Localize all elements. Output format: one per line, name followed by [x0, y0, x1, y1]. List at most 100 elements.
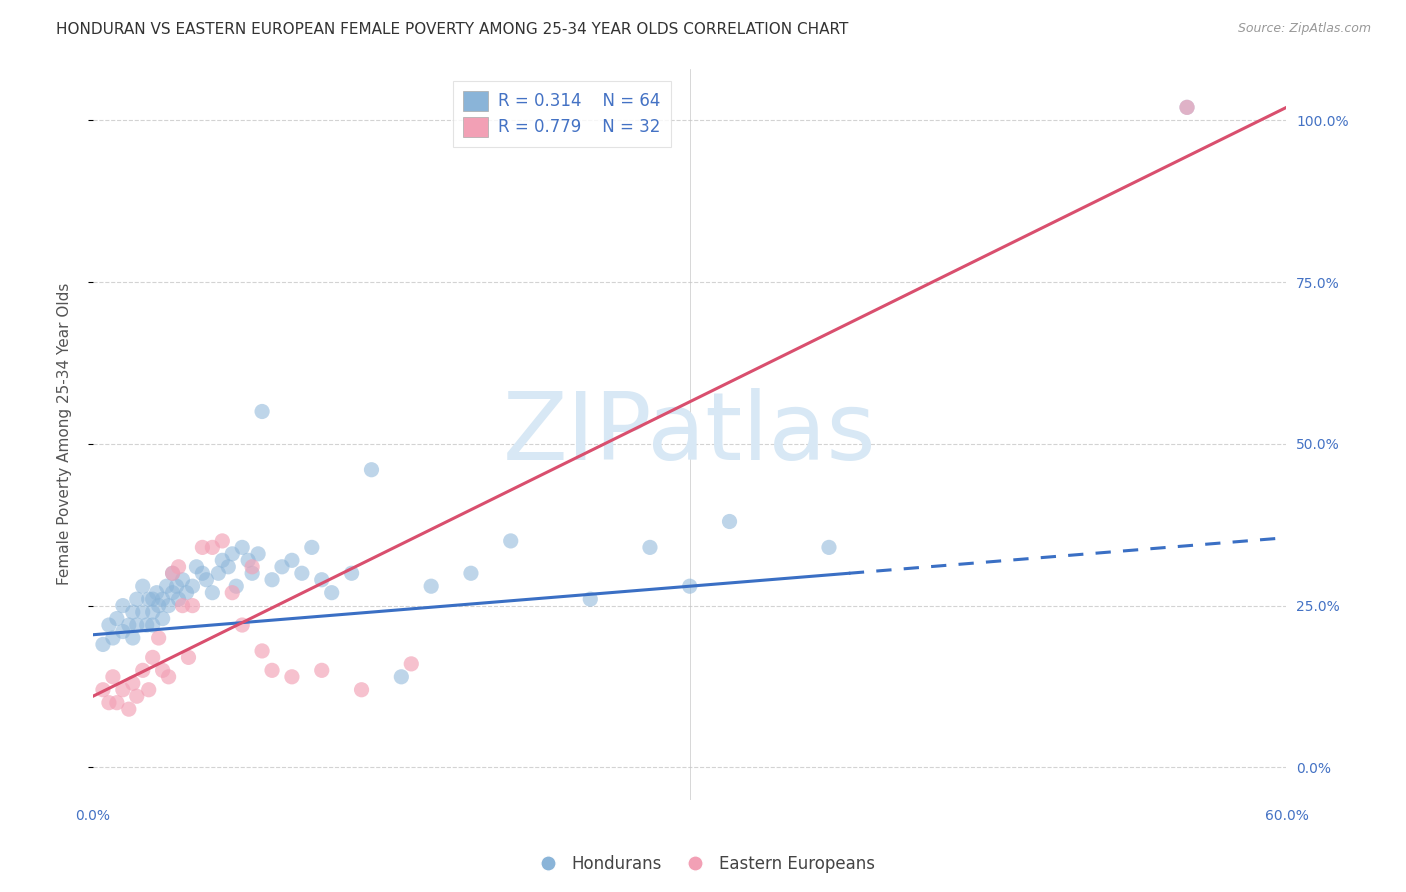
Point [250, 644, 273, 658]
Point [97, 696, 120, 710]
Point [301, 541, 323, 555]
Point [142, 605, 165, 619]
Point [350, 682, 373, 697]
Point [148, 631, 170, 645]
Point [1175, 100, 1198, 114]
Point [152, 611, 174, 625]
Text: Source: ZipAtlas.com: Source: ZipAtlas.com [1237, 22, 1371, 36]
Point [162, 585, 184, 599]
Point [679, 579, 702, 593]
Point [211, 533, 233, 548]
Point [172, 599, 194, 613]
Point [152, 592, 174, 607]
Point [221, 585, 243, 599]
Point [142, 618, 165, 632]
Point [271, 559, 294, 574]
Point [718, 515, 741, 529]
Point [181, 599, 204, 613]
Point [142, 650, 165, 665]
Point [125, 618, 148, 632]
Point [818, 541, 841, 555]
Point [460, 566, 482, 581]
Point [101, 631, 124, 645]
Point [118, 702, 141, 716]
Point [389, 670, 412, 684]
Point [172, 573, 194, 587]
Point [157, 599, 180, 613]
Point [121, 605, 143, 619]
Point [181, 579, 204, 593]
Point [121, 631, 143, 645]
Point [186, 559, 208, 574]
Point [167, 592, 190, 607]
Point [281, 670, 304, 684]
Point [499, 533, 522, 548]
Legend: R = 0.314    N = 64, R = 0.779    N = 32: R = 0.314 N = 64, R = 0.779 N = 32 [453, 80, 671, 147]
Point [1175, 100, 1198, 114]
Point [157, 670, 180, 684]
Point [145, 585, 167, 599]
Point [247, 547, 270, 561]
Point [321, 585, 343, 599]
Point [281, 553, 304, 567]
Point [132, 605, 155, 619]
Point [177, 650, 200, 665]
Point [420, 579, 443, 593]
Point [125, 690, 148, 704]
Point [191, 541, 214, 555]
Point [201, 585, 224, 599]
Point [152, 663, 174, 677]
Point [638, 541, 661, 555]
Point [91, 682, 114, 697]
Point [311, 663, 333, 677]
Y-axis label: Female Poverty Among 25-34 Year Olds: Female Poverty Among 25-34 Year Olds [58, 283, 72, 585]
Point [231, 618, 253, 632]
Point [250, 404, 273, 418]
Point [240, 559, 263, 574]
Point [291, 566, 314, 581]
Point [166, 579, 188, 593]
Point [91, 637, 114, 651]
Text: HONDURAN VS EASTERN EUROPEAN FEMALE POVERTY AMONG 25-34 YEAR OLDS CORRELATION CH: HONDURAN VS EASTERN EUROPEAN FEMALE POVE… [56, 22, 849, 37]
Point [195, 573, 218, 587]
Point [121, 676, 143, 690]
Point [132, 579, 155, 593]
Point [111, 682, 134, 697]
Point [105, 611, 128, 625]
Point [260, 663, 283, 677]
Point [138, 592, 160, 607]
Point [260, 573, 283, 587]
Point [148, 599, 170, 613]
Point [105, 696, 128, 710]
Point [217, 559, 239, 574]
Point [221, 547, 243, 561]
Point [311, 573, 333, 587]
Point [231, 541, 253, 555]
Text: ZIPatlas: ZIPatlas [503, 388, 876, 480]
Point [111, 599, 134, 613]
Point [97, 618, 120, 632]
Point [138, 682, 160, 697]
Point [142, 592, 165, 607]
Point [401, 657, 423, 671]
Point [225, 579, 247, 593]
Point [135, 618, 157, 632]
Point [118, 618, 141, 632]
Point [162, 566, 184, 581]
Point [101, 670, 124, 684]
Legend: Hondurans, Eastern Europeans: Hondurans, Eastern Europeans [524, 848, 882, 880]
Point [191, 566, 214, 581]
Point [176, 585, 198, 599]
Point [579, 592, 602, 607]
Point [167, 559, 190, 574]
Point [360, 463, 382, 477]
Point [155, 579, 177, 593]
Point [201, 541, 224, 555]
Point [132, 663, 155, 677]
Point [207, 566, 229, 581]
Point [111, 624, 134, 639]
Point [162, 566, 184, 581]
Point [211, 553, 233, 567]
Point [125, 592, 148, 607]
Point [238, 553, 260, 567]
